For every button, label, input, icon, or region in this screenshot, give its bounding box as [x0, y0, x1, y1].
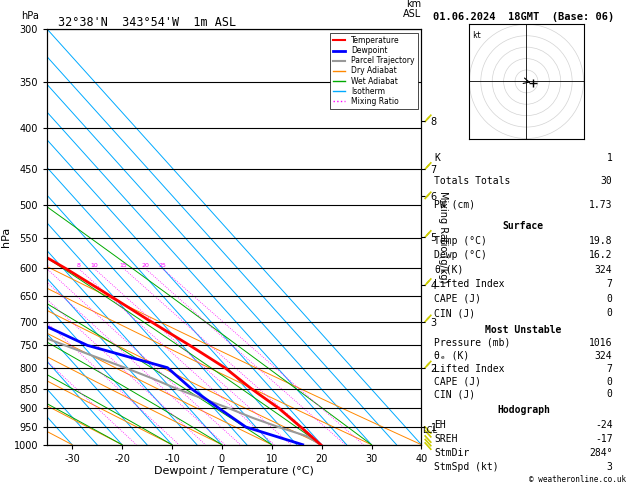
Text: 284°: 284°: [589, 448, 613, 458]
Text: Most Unstable: Most Unstable: [485, 325, 562, 335]
Text: CIN (J): CIN (J): [434, 389, 476, 399]
Text: SREH: SREH: [434, 434, 458, 444]
Text: CAPE (J): CAPE (J): [434, 294, 481, 304]
Text: StmSpd (kt): StmSpd (kt): [434, 462, 499, 472]
Text: θₑ (K): θₑ (K): [434, 350, 469, 361]
Text: Dewp (°C): Dewp (°C): [434, 250, 487, 260]
Text: Pressure (mb): Pressure (mb): [434, 338, 511, 347]
Text: -17: -17: [595, 434, 613, 444]
Text: 1016: 1016: [589, 338, 613, 347]
Text: Lifted Index: Lifted Index: [434, 279, 504, 289]
Text: 1.73: 1.73: [589, 200, 613, 209]
Text: EH: EH: [434, 419, 446, 430]
Text: 16.2: 16.2: [589, 250, 613, 260]
Text: hPa: hPa: [21, 11, 39, 21]
Text: Surface: Surface: [503, 221, 544, 231]
Y-axis label: Mixing Ratio (g/kg): Mixing Ratio (g/kg): [438, 191, 448, 283]
Text: PW (cm): PW (cm): [434, 200, 476, 209]
Text: 01.06.2024  18GMT  (Base: 06): 01.06.2024 18GMT (Base: 06): [433, 12, 614, 22]
Text: CIN (J): CIN (J): [434, 309, 476, 318]
Text: Lifted Index: Lifted Index: [434, 364, 504, 374]
Text: 0: 0: [606, 377, 613, 386]
Text: 10: 10: [90, 263, 98, 268]
Text: θₑ(K): θₑ(K): [434, 265, 464, 275]
Text: 0: 0: [606, 294, 613, 304]
Text: 32°38'N  343°54'W  1m ASL: 32°38'N 343°54'W 1m ASL: [58, 16, 237, 29]
Text: -24: -24: [595, 419, 613, 430]
Text: 15: 15: [120, 263, 128, 268]
Text: 324: 324: [595, 350, 613, 361]
Y-axis label: hPa: hPa: [1, 227, 11, 247]
Text: kt: kt: [472, 31, 481, 40]
Text: Hodograph: Hodograph: [497, 405, 550, 416]
Text: 0: 0: [606, 389, 613, 399]
Text: 7: 7: [606, 279, 613, 289]
Text: StmDir: StmDir: [434, 448, 469, 458]
Text: 8: 8: [77, 263, 81, 268]
Text: Temp (°C): Temp (°C): [434, 236, 487, 245]
Text: 19.8: 19.8: [589, 236, 613, 245]
Text: 30: 30: [601, 176, 613, 186]
Text: 20: 20: [141, 263, 149, 268]
Text: Totals Totals: Totals Totals: [434, 176, 511, 186]
Text: © weatheronline.co.uk: © weatheronline.co.uk: [529, 474, 626, 484]
Legend: Temperature, Dewpoint, Parcel Trajectory, Dry Adiabat, Wet Adiabat, Isotherm, Mi: Temperature, Dewpoint, Parcel Trajectory…: [330, 33, 418, 109]
Text: K: K: [434, 153, 440, 162]
Text: 3: 3: [606, 462, 613, 472]
Text: LCL: LCL: [422, 426, 437, 435]
Text: 25: 25: [159, 263, 166, 268]
Text: 324: 324: [595, 265, 613, 275]
Text: 1: 1: [606, 153, 613, 162]
Text: 0: 0: [606, 309, 613, 318]
X-axis label: Dewpoint / Temperature (°C): Dewpoint / Temperature (°C): [154, 467, 314, 476]
Text: 5: 5: [45, 263, 48, 268]
Text: 7: 7: [606, 364, 613, 374]
Text: CAPE (J): CAPE (J): [434, 377, 481, 386]
Text: km
ASL: km ASL: [403, 0, 421, 19]
